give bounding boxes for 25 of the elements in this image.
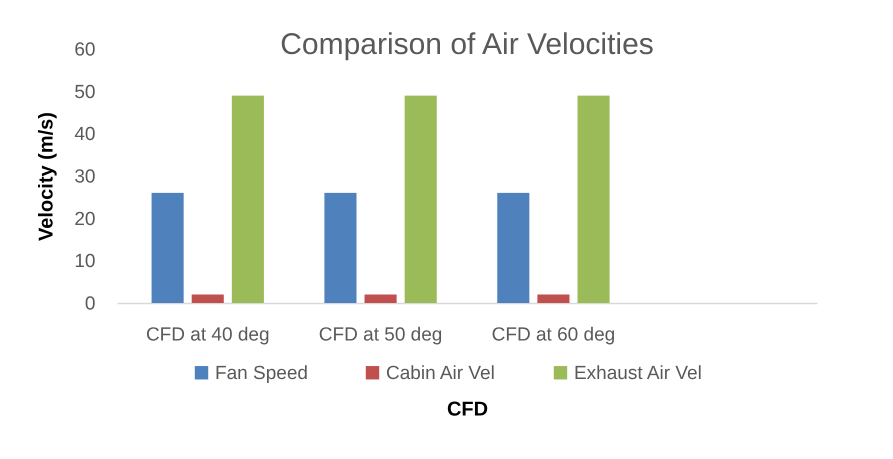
bar: [497, 192, 530, 303]
x-tick-label: CFD at 50 deg: [318, 324, 442, 346]
x-tick-label: CFD at 60 deg: [492, 324, 616, 346]
x-tick-label: CFD at 40 deg: [146, 324, 270, 346]
y-tick-label: 40: [74, 124, 96, 146]
bar: [577, 96, 610, 303]
bar: [364, 294, 397, 303]
chart-title: Comparison of Air Velocities: [280, 28, 654, 61]
y-tick-label: 50: [74, 82, 96, 103]
bar: [324, 192, 357, 303]
legend-label: Exhaust Air Vel: [574, 362, 702, 384]
bar: [537, 294, 570, 303]
y-tick-label: 0: [84, 294, 96, 314]
y-tick-label: 60: [74, 40, 96, 60]
y-axis-title: Velocity (m/s): [35, 112, 58, 241]
legend-label: Fan Speed: [215, 362, 308, 384]
y-tick-label: 30: [74, 166, 96, 188]
x-axis-title: CFD: [446, 398, 488, 420]
bar: [192, 294, 224, 303]
bar: [152, 192, 184, 303]
y-tick-label: 20: [74, 208, 96, 230]
y-tick-label: 10: [74, 251, 96, 272]
legend-label: Cabin Air Vel: [386, 362, 495, 384]
bar: [404, 96, 437, 303]
bar: [232, 96, 264, 303]
